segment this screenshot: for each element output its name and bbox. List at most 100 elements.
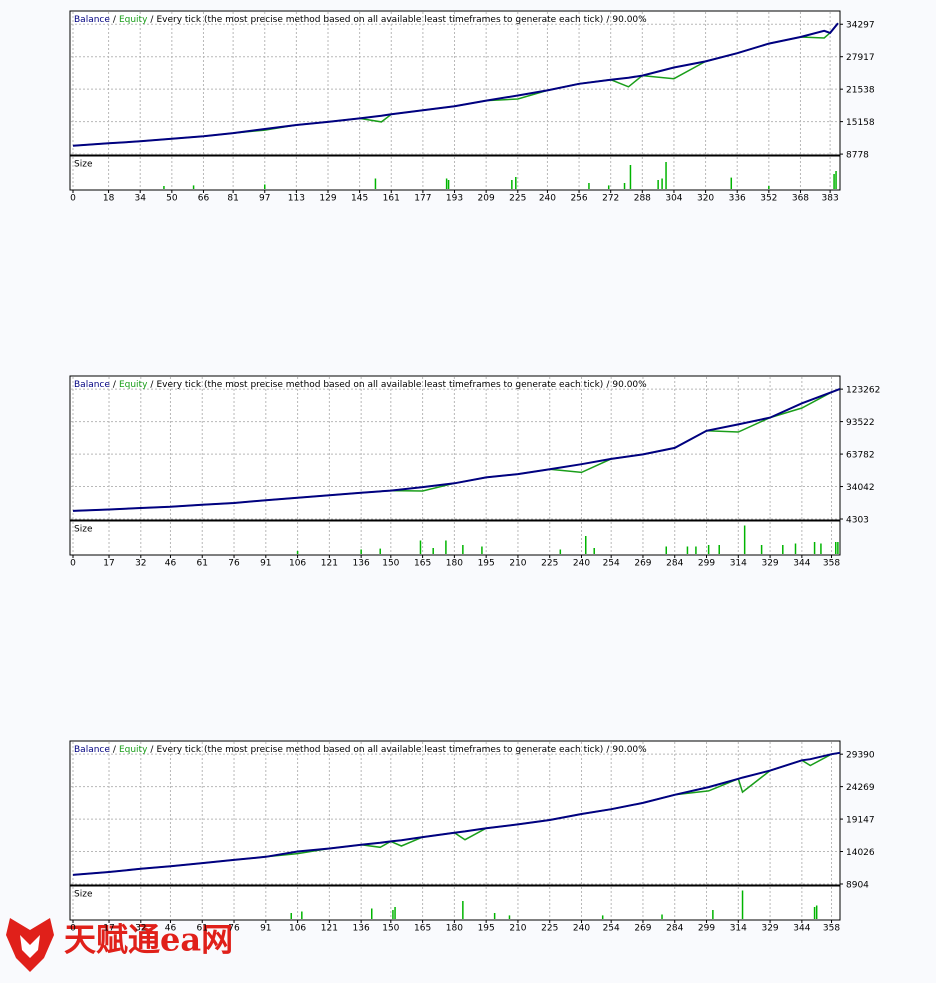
x-tick-label: 329 (761, 924, 778, 934)
x-tick-label: 269 (634, 924, 651, 934)
quality: 90.00% (612, 380, 647, 390)
x-tick-label: 18 (103, 194, 115, 204)
x-tick-label: 50 (166, 194, 178, 204)
y-tick-label: 4303 (846, 516, 869, 526)
x-tick-label: 17 (103, 924, 114, 934)
x-tick-label: 314 (730, 924, 747, 934)
y-tick-label: 8904 (846, 880, 869, 890)
separator: / (150, 15, 154, 25)
x-tick-label: 269 (634, 559, 651, 569)
x-tick-label: 225 (509, 194, 526, 204)
subtitle: Every tick (the most precise method base… (156, 15, 603, 25)
x-tick-label: 272 (602, 194, 619, 204)
x-tick-label: 195 (478, 924, 495, 934)
x-tick-label: 61 (197, 924, 208, 934)
x-tick-label: 46 (165, 559, 177, 569)
plot-area (69, 10, 841, 156)
x-tick-label: 113 (288, 194, 305, 204)
y-tick-label: 34297 (846, 21, 875, 31)
x-tick-label: 61 (197, 559, 208, 569)
legend-balance: Balance (74, 745, 110, 755)
x-tick-label: 106 (289, 924, 306, 934)
x-tick-label: 383 (822, 194, 839, 204)
legend: Balance / Equity / Every tick (the most prec… (74, 15, 647, 25)
x-tick-label: 256 (570, 194, 587, 204)
y-tick-label: 24269 (846, 783, 875, 793)
plot-area (69, 375, 841, 521)
x-tick-label: 299 (698, 924, 715, 934)
x-tick-label: 34 (134, 194, 146, 204)
x-tick-label: 0 (70, 924, 76, 934)
x-tick-label: 91 (260, 924, 271, 934)
x-tick-label: 254 (603, 559, 620, 569)
x-tick-label: 106 (289, 559, 306, 569)
x-tick-label: 344 (793, 559, 810, 569)
legend-equity: Equity (119, 380, 148, 390)
x-tick-label: 180 (446, 559, 463, 569)
x-tick-label: 240 (573, 559, 590, 569)
quality: 90.00% (612, 15, 647, 25)
x-tick-label: 329 (761, 559, 778, 569)
y-tick-label: 29390 (846, 751, 875, 761)
x-tick-label: 284 (666, 924, 683, 934)
x-tick-label: 97 (259, 194, 270, 204)
y-tick-label: 93522 (846, 418, 875, 428)
x-tick-label: 76 (228, 559, 240, 569)
x-tick-label: 358 (823, 559, 840, 569)
x-tick-label: 46 (165, 924, 177, 934)
size-label: Size (74, 160, 93, 170)
y-tick-label: 14026 (846, 848, 875, 858)
legend: Balance / Equity / Every tick (the most prec… (74, 745, 647, 755)
x-tick-label: 180 (446, 924, 463, 934)
x-tick-label: 32 (135, 924, 146, 934)
subtitle: Every tick (the most precise method base… (156, 380, 603, 390)
y-tick-label: 34042 (846, 483, 875, 493)
separator: / (150, 745, 154, 755)
legend-balance: Balance (74, 380, 110, 390)
separator: / (150, 380, 154, 390)
x-tick-label: 240 (539, 194, 556, 204)
series-line (72, 387, 841, 512)
x-tick-label: 288 (634, 194, 651, 204)
x-tick-label: 344 (793, 924, 810, 934)
legend-equity: Equity (119, 15, 148, 25)
separator: / (113, 380, 117, 390)
x-tick-label: 150 (382, 559, 399, 569)
x-tick-label: 240 (573, 924, 590, 934)
size-label: Size (74, 890, 93, 900)
x-tick-label: 254 (603, 924, 620, 934)
x-tick-label: 299 (698, 559, 715, 569)
x-tick-label: 145 (351, 194, 368, 204)
y-tick-label: 15158 (846, 118, 875, 128)
y-tick-label: 21538 (846, 86, 875, 96)
x-tick-label: 368 (792, 194, 809, 204)
x-tick-label: 304 (665, 194, 682, 204)
size-label: Size (74, 525, 93, 535)
x-tick-label: 225 (541, 924, 558, 934)
x-tick-label: 177 (414, 194, 431, 204)
y-tick-label: 8778 (846, 151, 869, 161)
x-tick-label: 81 (227, 194, 238, 204)
x-tick-label: 225 (541, 559, 558, 569)
legend-equity: Equity (119, 745, 148, 755)
x-tick-label: 17 (103, 559, 114, 569)
x-tick-label: 284 (666, 559, 683, 569)
x-tick-label: 320 (697, 194, 714, 204)
legend: Balance / Equity / Every tick (the most prec… (74, 380, 647, 390)
x-tick-label: 165 (414, 924, 431, 934)
x-tick-label: 161 (383, 194, 400, 204)
x-tick-label: 336 (729, 194, 746, 204)
x-tick-label: 121 (321, 924, 338, 934)
size-panel (69, 885, 841, 921)
x-tick-label: 209 (478, 194, 495, 204)
y-tick-label: 27917 (846, 53, 875, 63)
x-tick-label: 136 (353, 559, 370, 569)
x-tick-label: 66 (198, 194, 210, 204)
x-tick-label: 352 (760, 194, 777, 204)
series-line (72, 22, 839, 147)
separator: / (606, 15, 610, 25)
separator: / (606, 745, 610, 755)
x-tick-label: 91 (260, 559, 271, 569)
separator: / (113, 745, 117, 755)
